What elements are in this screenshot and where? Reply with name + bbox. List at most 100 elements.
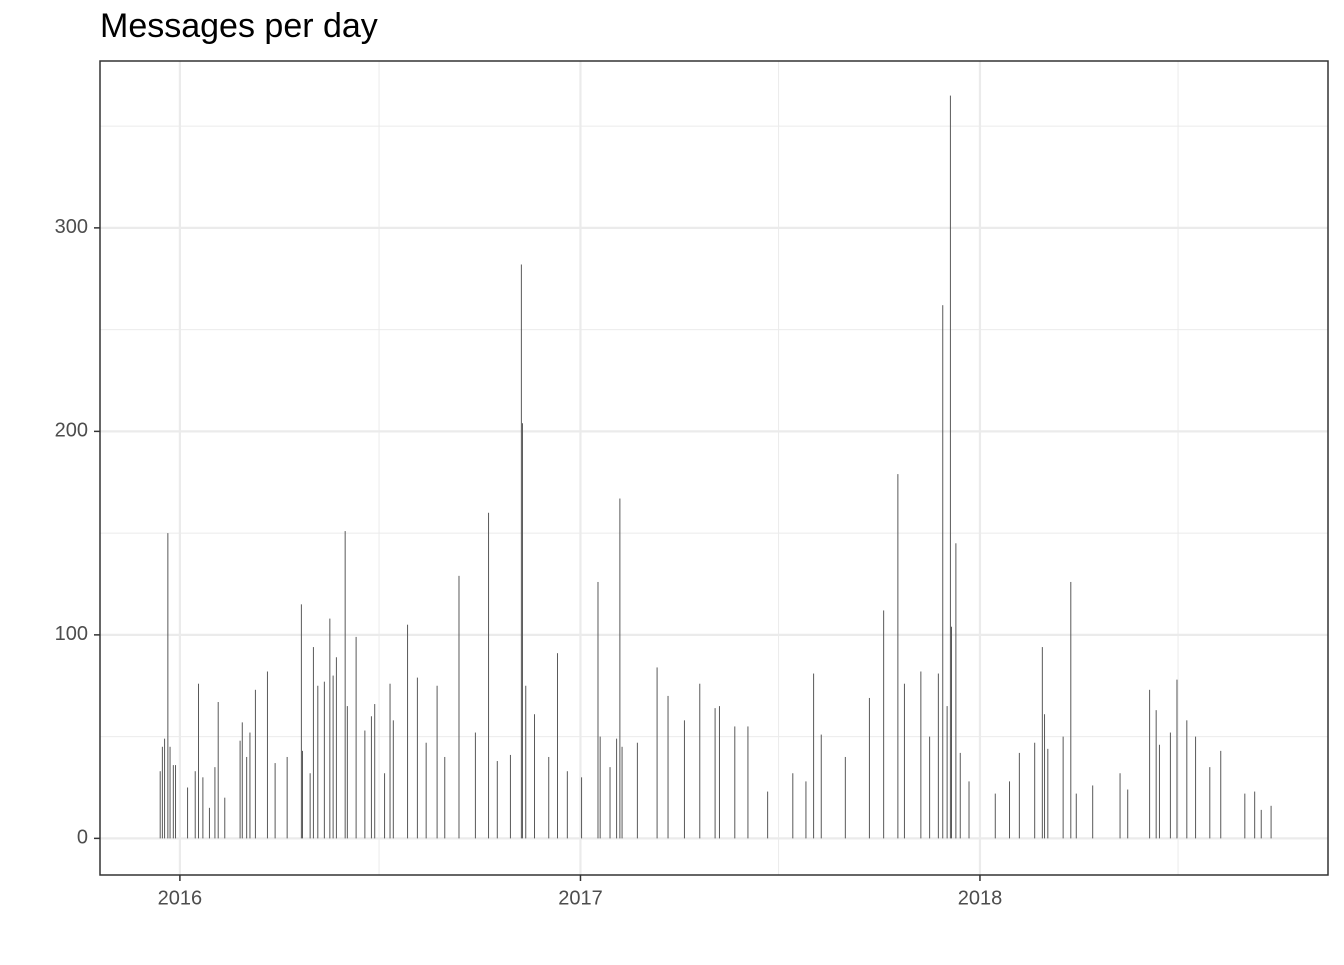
bar <box>609 767 611 839</box>
bar <box>172 765 174 839</box>
bar <box>868 697 870 839</box>
bar <box>951 626 953 839</box>
bar <box>346 706 348 839</box>
y-tick-label: 300 <box>55 216 88 238</box>
bar <box>903 683 905 839</box>
bar <box>241 722 243 839</box>
bar <box>718 706 720 839</box>
chart-title: Messages per day <box>100 7 378 45</box>
bar <box>747 726 749 839</box>
bar <box>159 771 161 839</box>
bar <box>300 604 302 839</box>
bar <box>370 716 372 839</box>
bar <box>844 756 846 839</box>
bar <box>1169 732 1171 839</box>
bar <box>968 781 970 839</box>
bar <box>556 653 558 839</box>
y-tick-label: 100 <box>55 623 88 645</box>
bar <box>619 498 621 839</box>
y-tick-label: 200 <box>55 420 88 442</box>
bar <box>458 575 460 839</box>
bar <box>767 791 769 839</box>
bar <box>521 423 523 839</box>
bar <box>699 683 701 839</box>
bar <box>813 673 815 839</box>
bar <box>254 689 256 839</box>
bar <box>1209 767 1211 839</box>
bar <box>883 610 885 839</box>
bar <box>946 706 948 839</box>
bar <box>1018 752 1020 839</box>
bar <box>509 754 511 839</box>
bar <box>1176 679 1178 839</box>
bar <box>246 756 248 839</box>
bar <box>239 740 241 839</box>
bar <box>425 742 427 839</box>
bar <box>1260 809 1262 839</box>
bar <box>175 765 177 839</box>
x-tick-label: 2018 <box>958 887 1003 909</box>
bar <box>1047 748 1049 839</box>
bar <box>581 777 583 839</box>
bar <box>597 581 599 839</box>
x-tick-label: 2017 <box>558 887 603 909</box>
bar <box>444 756 446 839</box>
bar <box>1127 789 1129 839</box>
bar <box>1092 785 1094 839</box>
panel-border <box>99 60 1329 876</box>
bars <box>159 95 1272 839</box>
bar <box>384 773 386 839</box>
bar <box>202 777 204 839</box>
bar <box>301 750 303 839</box>
bar <box>1158 744 1160 839</box>
bar <box>323 681 325 839</box>
bar <box>1041 647 1043 839</box>
bar <box>820 734 822 839</box>
bar <box>344 531 346 839</box>
bar <box>374 704 376 839</box>
grid <box>100 61 1328 875</box>
bar <box>392 720 394 839</box>
bar <box>1044 714 1046 839</box>
bar <box>249 732 251 839</box>
bar <box>1075 793 1077 839</box>
bar <box>1186 720 1188 839</box>
bar <box>335 657 337 839</box>
bar <box>520 264 522 839</box>
bar <box>198 683 200 839</box>
bar <box>214 767 216 839</box>
bar <box>616 738 618 839</box>
bar <box>734 726 736 839</box>
bar <box>364 730 366 839</box>
bar <box>1244 793 1246 839</box>
bar <box>959 752 961 839</box>
bar <box>224 797 226 839</box>
bar <box>274 763 276 839</box>
bar <box>897 474 899 839</box>
bar <box>1119 773 1121 839</box>
bar <box>955 543 957 839</box>
bar <box>161 746 163 839</box>
bar <box>407 624 409 839</box>
bar <box>636 742 638 839</box>
axes: 0 100 200 300 2016 2017 2018 <box>55 216 1003 909</box>
bar <box>312 647 314 839</box>
bar <box>474 732 476 839</box>
bar <box>309 773 311 839</box>
bar <box>208 807 210 839</box>
bar <box>1009 781 1011 839</box>
bar <box>167 533 169 839</box>
bar <box>566 771 568 839</box>
bar <box>1220 750 1222 839</box>
bar <box>389 683 391 839</box>
y-tick-label: 0 <box>77 827 88 849</box>
bar <box>621 746 623 839</box>
bar <box>656 667 658 839</box>
bar <box>548 756 550 839</box>
bar <box>317 685 319 839</box>
x-tick-label: 2016 <box>158 887 203 909</box>
bar <box>1155 710 1157 839</box>
bar <box>1270 805 1272 839</box>
